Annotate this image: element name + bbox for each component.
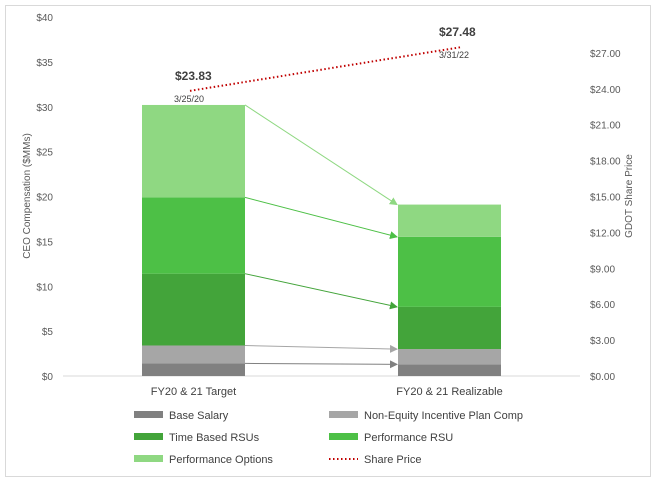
legend-label: Performance Options [169, 454, 273, 466]
y2-tick-label: $21.00 [590, 121, 621, 132]
y-tick-label: $20 [36, 193, 53, 204]
share-price-label: $23.83 [175, 69, 212, 83]
y-tick-label: $25 [36, 148, 53, 159]
connector-arrow [244, 104, 398, 206]
share-price-date: 3/31/22 [439, 50, 469, 60]
y2-tick-label: $24.00 [590, 85, 621, 96]
bar-segment [398, 306, 501, 350]
bar-segment [142, 345, 245, 364]
bar-segment [142, 273, 245, 346]
y-tick-label: $0 [42, 372, 54, 383]
y2-tick-label: $0.00 [590, 372, 615, 383]
connector-arrow [244, 344, 398, 353]
legend-swatch [134, 455, 163, 462]
bar-segment [398, 236, 501, 307]
legend-label: Time Based RSUs [169, 432, 260, 444]
bar-segment [142, 363, 245, 376]
y-axis-title: CEO Compensation ($MMs) [22, 133, 33, 259]
share-price-date: 3/25/20 [174, 94, 204, 104]
bar-segment [398, 364, 501, 376]
y2-tick-label: $3.00 [590, 336, 615, 347]
legend-swatch [329, 433, 358, 440]
legend-swatch [329, 411, 358, 418]
y-tick-label: $10 [36, 282, 53, 293]
y2-tick-label: $9.00 [590, 264, 615, 275]
y-tick-label: $35 [36, 58, 53, 69]
y2-tick-label: $15.00 [590, 193, 621, 204]
bar-segment [142, 104, 245, 198]
share-price-label: $27.48 [439, 25, 476, 39]
legend-swatch [134, 411, 163, 418]
y2-tick-label: $27.00 [590, 49, 621, 60]
bar-segment [398, 204, 501, 237]
y2-tick-label: $12.00 [590, 228, 621, 239]
connector-arrow [244, 360, 398, 369]
legend-label: Base Salary [169, 410, 229, 422]
legend-swatch [134, 433, 163, 440]
legend-label: Share Price [364, 454, 421, 466]
y2-tick-label: $18.00 [590, 157, 621, 168]
x-category-label: FY20 & 21 Target [151, 386, 236, 398]
bar-segment [398, 349, 501, 365]
y-tick-label: $40 [36, 13, 53, 24]
legend-label: Non-Equity Incentive Plan Comp [364, 410, 523, 422]
y-tick-label: $5 [42, 327, 54, 338]
y-tick-label: $30 [36, 103, 53, 114]
share-price-line [189, 46, 462, 92]
y-tick-label: $15 [36, 237, 53, 248]
bar-segment [142, 197, 245, 274]
connector-arrow [244, 196, 398, 239]
legend-label: Performance RSU [364, 432, 453, 444]
x-category-label: FY20 & 21 Realizable [396, 386, 502, 398]
y2-tick-label: $6.00 [590, 300, 615, 311]
chart-frame [5, 5, 651, 477]
connector-arrow [244, 273, 398, 310]
y2-axis-title: GDOT Share Price [624, 154, 635, 238]
